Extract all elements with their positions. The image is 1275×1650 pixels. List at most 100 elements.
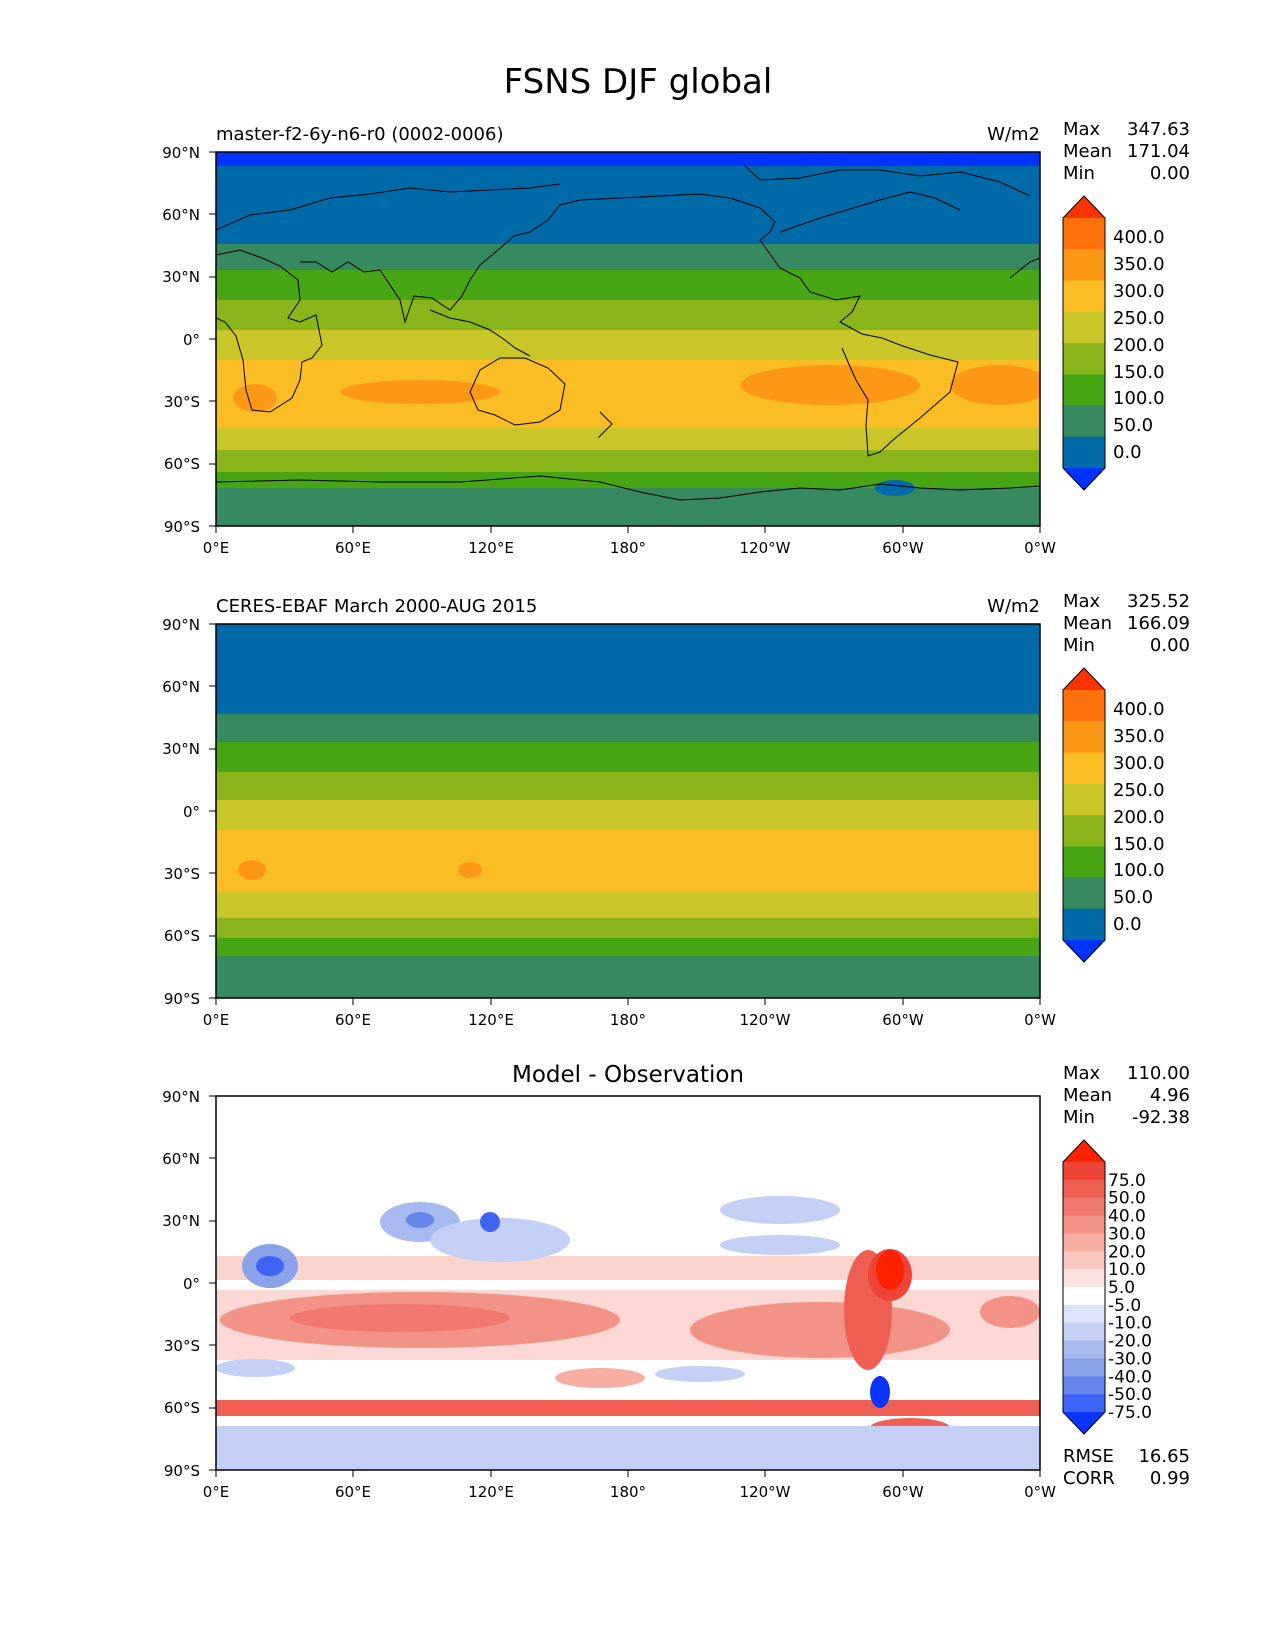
colorbar-level bbox=[1063, 249, 1105, 282]
colorbar-tick-label: 200.0 bbox=[1113, 807, 1165, 828]
colorbar-tick-label: -10.0 bbox=[1108, 1314, 1152, 1334]
colorbar-tick-label: 50.0 bbox=[1108, 1189, 1146, 1209]
colorbar-level bbox=[1063, 1179, 1105, 1199]
colorbar-tick-label: 50.0 bbox=[1113, 415, 1153, 436]
colorbar-tick-label: 300.0 bbox=[1113, 753, 1165, 774]
colorbar-tick-label: 400.0 bbox=[1113, 227, 1165, 248]
colorbar-tick-label: 250.0 bbox=[1113, 308, 1165, 329]
y-tick-label: 60°S bbox=[164, 1399, 200, 1417]
colorbar-level bbox=[1063, 1233, 1105, 1252]
colorbar-extend-min bbox=[1063, 1412, 1105, 1434]
panel-units-label: W/m2 bbox=[987, 124, 1040, 145]
colorbar-level bbox=[1063, 1215, 1105, 1235]
stat-label: Max bbox=[1063, 119, 1101, 140]
stat-value: 0.00 bbox=[1150, 635, 1190, 656]
x-axis: 0°E 60°E 120°E 180° 120°W 60°W 0°W bbox=[203, 526, 1056, 557]
colorbar-extend-min bbox=[1063, 468, 1105, 490]
colorbar-tick-label: 30.0 bbox=[1108, 1224, 1146, 1244]
colorbar-tick-label: -20.0 bbox=[1108, 1332, 1152, 1352]
colorbar bbox=[1062, 1139, 1106, 1435]
map-field bbox=[216, 152, 1040, 526]
colorbar-level bbox=[1063, 1269, 1105, 1288]
metric-value: 0.99 bbox=[1150, 1468, 1190, 1489]
stats-box: Max 110.00 Mean 4.96 Min -92.38 bbox=[1063, 1063, 1190, 1128]
y-tick-label: 30°S bbox=[164, 1337, 200, 1355]
colorbar-level bbox=[1063, 1340, 1105, 1360]
map-field bbox=[216, 1096, 1040, 1470]
x-tick-label: 0°W bbox=[1024, 1011, 1056, 1029]
y-axis: 90°N 60°N 30°N 0° 30°S 60°S 90°S bbox=[162, 1088, 216, 1480]
x-tick-label: 60°E bbox=[335, 539, 371, 557]
x-tick-label: 60°E bbox=[335, 1483, 371, 1501]
colorbar-tick-label: 100.0 bbox=[1113, 860, 1165, 881]
x-tick-label: 0°W bbox=[1024, 1483, 1056, 1501]
y-tick-label: 60°S bbox=[164, 455, 200, 473]
x-tick-label: 120°W bbox=[740, 1483, 791, 1501]
stat-value: -92.38 bbox=[1132, 1107, 1190, 1128]
colorbar-level bbox=[1063, 218, 1105, 250]
y-tick-label: 0° bbox=[183, 331, 200, 349]
stat-value: 171.04 bbox=[1127, 141, 1190, 162]
colorbar-level bbox=[1063, 690, 1105, 722]
x-tick-label: 120°W bbox=[740, 1011, 791, 1029]
colorbar-outline bbox=[1062, 1139, 1106, 1435]
colorbar-tick-label: -5.0 bbox=[1108, 1296, 1141, 1316]
colorbar-tick-label: -50.0 bbox=[1108, 1385, 1152, 1405]
x-tick-label: 0°E bbox=[203, 1011, 230, 1029]
colorbar-tick-label: 0.0 bbox=[1113, 914, 1142, 935]
metric-value: 16.65 bbox=[1138, 1446, 1190, 1467]
colorbar-extend-max bbox=[1063, 196, 1105, 218]
colorbar-level bbox=[1063, 752, 1105, 785]
stat-value: 110.00 bbox=[1127, 1063, 1190, 1084]
panel-left-label: master-f2-6y-n6-r0 (0002-0006) bbox=[216, 124, 503, 145]
x-tick-label: 60°W bbox=[882, 1011, 924, 1029]
metric-label: RMSE bbox=[1063, 1446, 1114, 1467]
panel-left-label: CERES-EBAF March 2000-AUG 2015 bbox=[216, 596, 537, 617]
stat-label: Mean bbox=[1063, 613, 1112, 634]
stat-value: 325.52 bbox=[1127, 591, 1190, 612]
y-tick-label: 30°N bbox=[162, 740, 200, 758]
colorbar-tick-label: 400.0 bbox=[1113, 699, 1165, 720]
x-tick-label: 60°E bbox=[335, 1011, 371, 1029]
x-tick-label: 180° bbox=[610, 1483, 646, 1501]
colorbar-tick-label: 250.0 bbox=[1113, 780, 1165, 801]
x-tick-label: 60°W bbox=[882, 539, 924, 557]
colorbar-level bbox=[1063, 846, 1105, 879]
colorbar-extend-max bbox=[1063, 1140, 1105, 1162]
colorbar-outline bbox=[1062, 195, 1106, 491]
colorbar-tick-label: -30.0 bbox=[1108, 1349, 1152, 1369]
colorbar-tick-label: 10.0 bbox=[1108, 1260, 1146, 1280]
panel-reference: CERES-EBAF March 2000-AUG 2015 W/m2 bbox=[162, 591, 1190, 1029]
y-tick-label: 30°S bbox=[164, 865, 200, 883]
x-axis: 0°E 60°E 120°E 180° 120°W 60°W 0°W bbox=[203, 998, 1056, 1029]
stat-value: 347.63 bbox=[1127, 119, 1190, 140]
metric-label: CORR bbox=[1063, 1468, 1115, 1489]
panel-test: master-f2-6y-n6-r0 (0002-0006) W/m2 bbox=[162, 119, 1190, 557]
y-tick-label: 90°N bbox=[162, 144, 200, 162]
stat-value: 4.96 bbox=[1150, 1085, 1190, 1106]
x-axis: 0°E 60°E 120°E 180° 120°W 60°W 0°W bbox=[203, 1470, 1056, 1501]
colorbar-level bbox=[1063, 343, 1105, 375]
y-tick-label: 90°N bbox=[162, 1088, 200, 1106]
colorbar-level bbox=[1063, 280, 1105, 313]
x-tick-label: 120°E bbox=[468, 1011, 514, 1029]
y-tick-label: 90°S bbox=[164, 990, 200, 1008]
colorbar-tick-label: 50.0 bbox=[1113, 887, 1153, 908]
y-tick-label: 60°N bbox=[162, 678, 200, 696]
y-axis: 90°N 60°N 30°N 0° 30°S 60°S 90°S bbox=[162, 144, 216, 536]
colorbar bbox=[1062, 667, 1106, 963]
colorbar bbox=[1062, 195, 1106, 491]
colorbar-level bbox=[1063, 783, 1105, 816]
colorbar-tick-label: 200.0 bbox=[1113, 335, 1165, 356]
colorbar-level bbox=[1063, 1162, 1105, 1181]
metrics-box: RMSE 16.65 CORR 0.99 bbox=[1063, 1446, 1190, 1489]
stat-value: 0.00 bbox=[1150, 163, 1190, 184]
stat-label: Min bbox=[1063, 1107, 1095, 1128]
colorbar-tick-label: 300.0 bbox=[1113, 281, 1165, 302]
x-tick-label: 120°E bbox=[468, 1483, 514, 1501]
colorbar-tick-label: 40.0 bbox=[1108, 1207, 1146, 1227]
colorbar-extend-min bbox=[1063, 940, 1105, 962]
y-axis: 90°N 60°N 30°N 0° 30°S 60°S 90°S bbox=[162, 616, 216, 1008]
stat-label: Min bbox=[1063, 163, 1095, 184]
stat-label: Min bbox=[1063, 635, 1095, 656]
